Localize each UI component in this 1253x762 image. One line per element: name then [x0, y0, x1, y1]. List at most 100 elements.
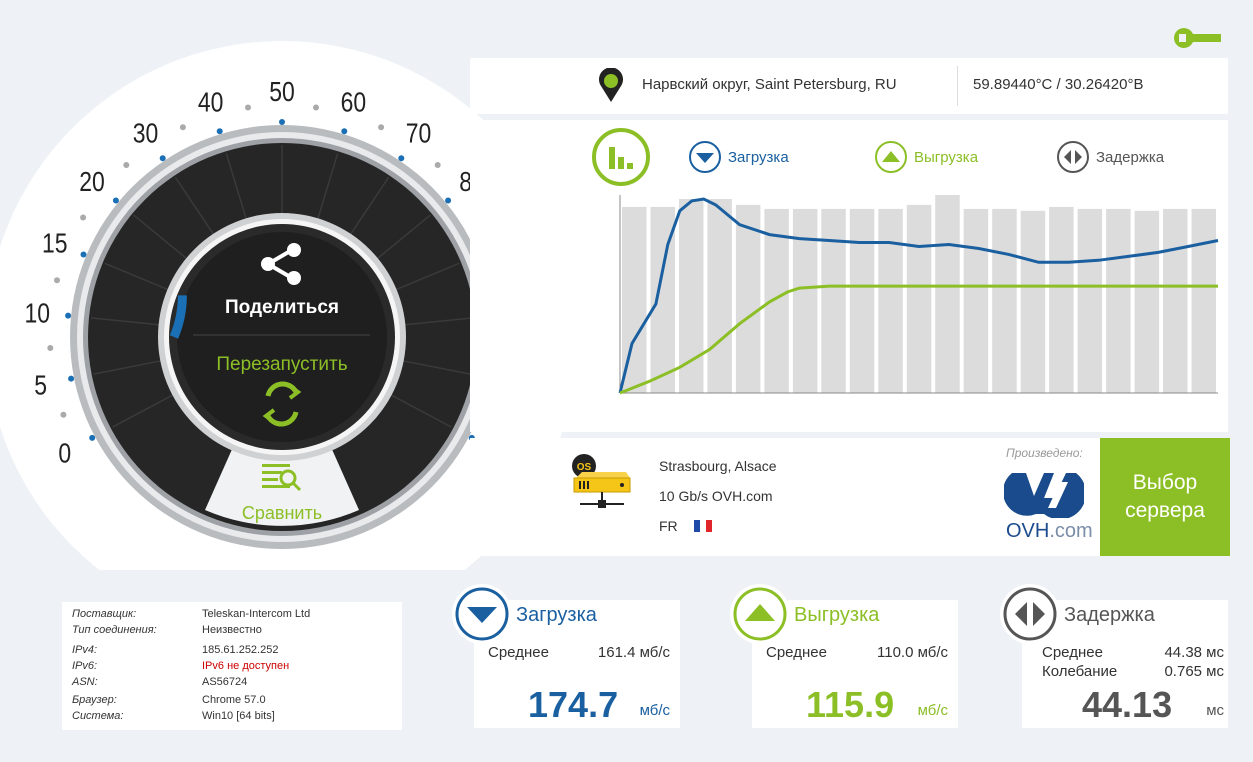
gauge-tick-marker	[89, 434, 96, 441]
gauge-segment-divider	[387, 392, 452, 428]
gauge-tick-label: 15	[42, 229, 68, 260]
info-value: Teleskan-Intercom Ltd	[202, 608, 311, 620]
gauge-tick-label: 70	[406, 118, 432, 149]
ovh-logo[interactable]	[1004, 468, 1084, 518]
gauge-segment-divider	[93, 359, 165, 375]
chart-background-bar	[906, 204, 932, 393]
legend-download[interactable]: Загрузка	[688, 140, 789, 174]
gauge-tick-marker	[80, 251, 87, 258]
speed-chart	[592, 128, 1219, 395]
info-key: IPv4:	[72, 644, 98, 656]
gauge-segment-divider	[347, 176, 390, 238]
info-row: Поставщик: Teleskan-Intercom Ltd	[72, 608, 392, 624]
gauge-tick-label: 0	[58, 438, 71, 469]
gauge-minor-dot	[434, 162, 441, 168]
choose-server-label-2: сервера	[1125, 499, 1205, 522]
legend-latency[interactable]: Задержка	[1056, 140, 1164, 174]
gauge-minor-dot	[123, 162, 130, 168]
latency-avg-label: Среднее	[1042, 644, 1103, 661]
chart-background-bar	[992, 208, 1017, 393]
gauge-tick-label: 5	[34, 370, 47, 401]
info-row: Тип соединения: Неизвестно	[72, 624, 392, 640]
gauge-segment-divider	[374, 214, 431, 262]
info-value: 185.61.252.252	[202, 644, 279, 656]
share-button[interactable]: Поделиться	[225, 243, 339, 318]
info-value: Неизвестно	[202, 624, 262, 636]
info-value: AS56724	[202, 676, 248, 688]
gauge-tick-marker	[112, 197, 119, 204]
upload-series-line	[619, 284, 1218, 395]
chart-background-bar	[963, 208, 989, 393]
gauge-segment-divider	[174, 176, 217, 238]
gauge-tick-label: 20	[79, 167, 105, 198]
info-key: Система:	[72, 710, 124, 722]
gauge-minor-dot	[378, 124, 385, 131]
chart-background-bar	[878, 208, 903, 393]
legend-latency-label: Задержка	[1096, 148, 1165, 166]
upload-badge	[730, 584, 790, 644]
gauge-segments	[90, 145, 474, 428]
info-key: ASN:	[72, 676, 98, 688]
gauge-tick-marker	[68, 375, 75, 382]
latency-avg-value: 44.38 мс	[1164, 644, 1224, 661]
download-badge	[452, 584, 512, 644]
gauge-tick-marker	[159, 155, 166, 162]
gauge-minor-dot	[245, 104, 251, 111]
choose-server-label-1: Выбор	[1132, 471, 1198, 494]
chart-background-bar	[1191, 208, 1216, 393]
chart-background-bar	[1049, 206, 1074, 393]
gauge-segment-divider	[392, 262, 460, 292]
gauge-segment-divider	[401, 317, 474, 326]
gauge-segment-divider	[90, 317, 163, 326]
gauge-tick-label: 30	[133, 118, 159, 149]
info-row: IPv4: 185.61.252.252	[72, 644, 392, 660]
speed-gauge: 05101520304050607080901005001Gb Поделить…	[0, 41, 578, 570]
server-country: FR	[659, 518, 678, 534]
latency-jitter-value: 0.765 мс	[1164, 663, 1224, 680]
restart-button[interactable]: Перезапустить	[216, 354, 348, 427]
gauge-tick-marker	[398, 155, 405, 162]
location-coordinates: 59.89440°C / 30.26420°B	[973, 76, 1144, 93]
info-row: Система: Win10 [64 bits]	[72, 710, 392, 726]
legend-upload[interactable]: Выгрузка	[874, 140, 978, 174]
ovh-wordmark: OVH.com	[1006, 520, 1093, 542]
info-row: IPv6: IPv6 не доступен	[72, 660, 392, 676]
server-country-row: FR	[659, 518, 712, 534]
info-key: IPv6:	[72, 660, 98, 672]
gauge-tick-label: 40	[198, 88, 224, 119]
gauge-tick-label: 50	[269, 77, 295, 108]
share-icon	[261, 243, 301, 285]
legend-download-label: Загрузка	[728, 148, 789, 166]
wrench-icon	[1174, 28, 1221, 48]
server-panel: OS Strasbourg, Alsace 10 Gb/s OVH.com FR…	[470, 438, 1100, 556]
chart-background-bar	[849, 208, 875, 393]
gauge-progress-arc	[169, 295, 187, 339]
gauge-segment-divider	[112, 392, 177, 428]
latency-jitter-label: Колебание	[1042, 663, 1118, 680]
gauge-tick-marker	[445, 197, 452, 204]
choose-server-button[interactable]: Выбор сервера	[1100, 438, 1230, 556]
chart-background-bar	[1106, 208, 1131, 393]
legend-upload-label: Выгрузка	[914, 148, 979, 166]
chart-background-bars	[622, 195, 1216, 393]
gauge-minor-dot	[313, 104, 319, 111]
download-unit: мб/с	[639, 702, 670, 719]
gauge-segment-divider	[133, 214, 190, 262]
chart-background-bar	[1020, 210, 1046, 393]
info-key: Поставщик:	[72, 608, 137, 620]
upload-arrow-icon	[875, 141, 907, 173]
download-card: Загрузка Среднее 161.4 мб/с 174.7 мб/с	[452, 584, 680, 728]
chart-background-bar	[735, 204, 761, 393]
settings-wrench-button[interactable]	[1168, 22, 1226, 54]
made-by-label: Произведено:	[1006, 446, 1083, 460]
info-key: Тип соединения:	[72, 624, 157, 636]
upload-unit: мб/с	[917, 702, 948, 719]
compare-button[interactable]: Сравнить	[242, 464, 322, 523]
latency-card: Задержка Среднее 44.38 мс Колебание 0.76…	[1000, 584, 1228, 728]
chart-background-bar	[792, 208, 818, 393]
info-value: IPv6 не доступен	[202, 660, 290, 672]
latency-unit: мс	[1206, 702, 1224, 719]
chart-background-bar	[1163, 208, 1188, 393]
latency-icon	[1003, 587, 1057, 641]
chart-type-icon[interactable]	[592, 128, 650, 186]
